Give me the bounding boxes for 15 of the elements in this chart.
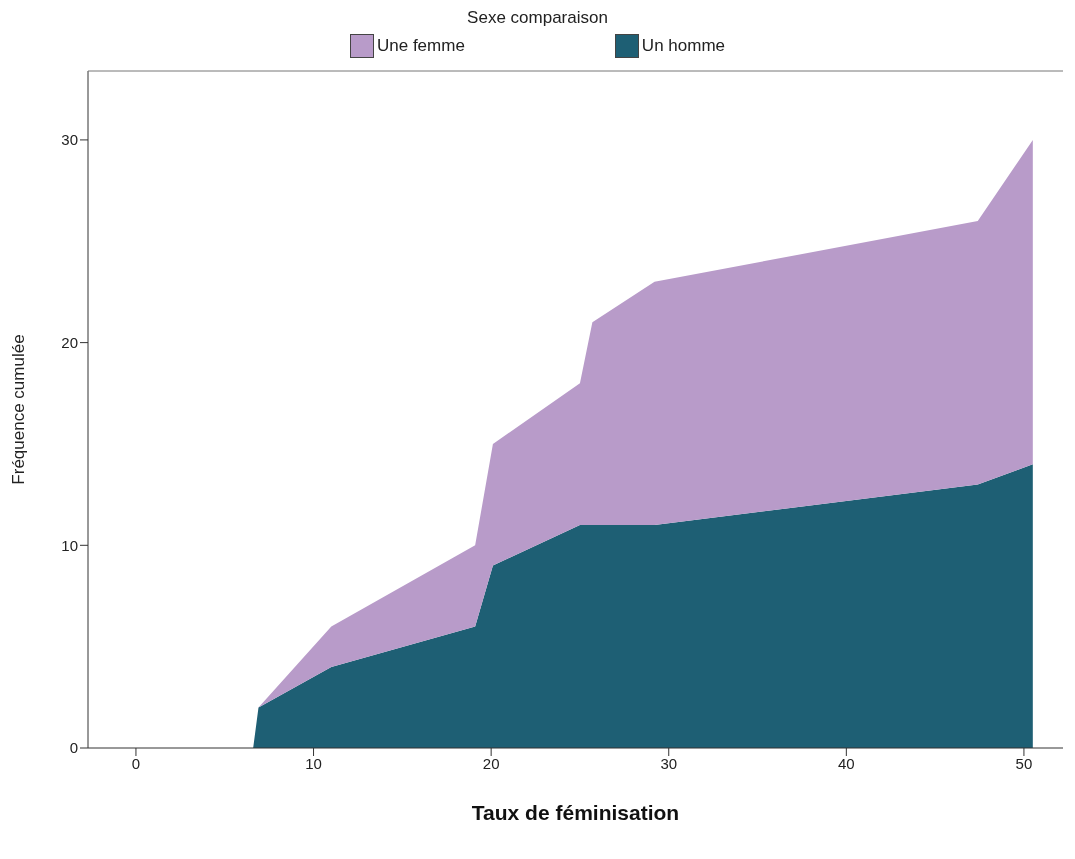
y-axis-title: Fréquence cumulée [9,334,29,485]
y-tick-label: 30 [61,131,78,149]
y-tick-label: 10 [61,536,78,554]
y-tick-label: 0 [69,739,78,757]
x-tick-label: 20 [482,754,500,772]
x-tick-label: 30 [660,754,678,772]
x-axis-title: Taux de féminisation [471,801,680,824]
x-tick-label: 10 [305,754,322,772]
legend-label: Une femme [376,36,465,56]
legend-label: Un homme [641,36,725,56]
x-tick-label: 0 [131,754,141,772]
y-tick-label: 20 [61,333,78,351]
x-tick-label: 40 [837,754,855,772]
legend-title: Sexe comparaison [466,8,609,28]
x-tick-label: 50 [1015,754,1033,772]
